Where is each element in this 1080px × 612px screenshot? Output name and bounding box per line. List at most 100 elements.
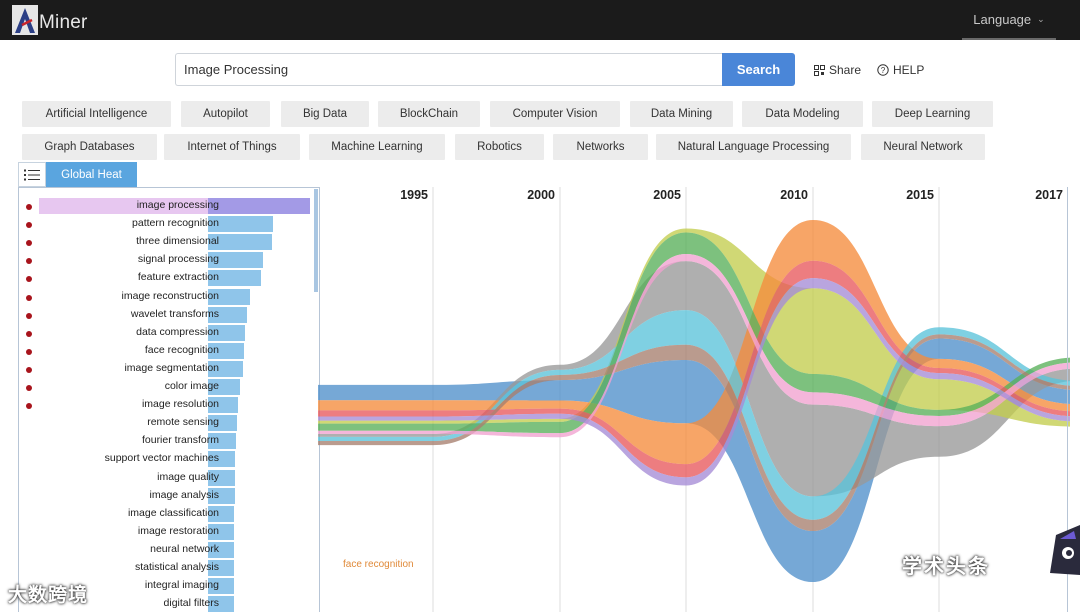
list-view-button[interactable]: [18, 162, 46, 187]
keyword-label: image analysis: [149, 488, 219, 501]
keyword-heat-bar: [208, 216, 274, 233]
aminer-logo-icon: [12, 5, 38, 35]
keyword-heat-bar: [208, 324, 245, 341]
topic-chip-graph-databases[interactable]: Graph Databases: [22, 134, 157, 160]
chart-border: [1067, 187, 1070, 612]
keyword-heat-bar: [208, 306, 247, 323]
share-link[interactable]: Share: [814, 61, 861, 79]
keyword-label: signal processing: [137, 253, 219, 266]
help-link[interactable]: ? HELP: [877, 61, 924, 79]
topic-chip-networks[interactable]: Networks: [553, 134, 648, 160]
topic-chip-data-modeling[interactable]: Data Modeling: [742, 101, 863, 127]
keyword-row[interactable]: pattern recognition: [19, 215, 319, 233]
keyword-label: support vector machines: [104, 452, 219, 465]
keyword-label: data compression: [136, 325, 219, 338]
keyword-row[interactable]: face recognition: [19, 342, 319, 360]
keyword-row[interactable]: image segmentation: [19, 360, 319, 378]
topic-chip-deep-learning[interactable]: Deep Learning: [872, 101, 993, 127]
stream-pattern-recognition[interactable]: [318, 261, 1070, 497]
keyword-label: feature extraction: [137, 271, 219, 284]
keyword-row[interactable]: feature extraction: [19, 269, 319, 287]
topic-chip-blockchain[interactable]: BlockChain: [378, 101, 480, 127]
keyword-row[interactable]: color image: [19, 378, 319, 396]
keyword-row[interactable]: wavelet transforms: [19, 306, 319, 324]
trend-dot-icon: [26, 204, 32, 210]
keyword-label: face recognition: [144, 343, 219, 356]
help-circle-icon: ?: [877, 64, 889, 76]
keyword-row[interactable]: image restoration: [19, 523, 319, 541]
keyword-row[interactable]: remote sensing: [19, 414, 319, 432]
keyword-row[interactable]: image analysis: [19, 487, 319, 505]
trend-dot-icon: [26, 348, 32, 355]
keyword-row[interactable]: statistical analysis: [19, 559, 319, 577]
list-icon: [24, 169, 40, 180]
stream-three-dimensional[interactable]: [318, 228, 1070, 427]
keyword-row[interactable]: support vector machines: [19, 450, 319, 468]
topic-chip-robotics[interactable]: Robotics: [455, 134, 544, 160]
keyword-row[interactable]: signal processing: [19, 251, 319, 269]
stream-annotation-label: face recognition: [343, 559, 414, 570]
keyword-label: wavelet transforms: [130, 307, 219, 320]
search-button[interactable]: Search: [722, 53, 795, 86]
language-label: Language: [973, 11, 1032, 27]
keyword-heat-bar: [208, 523, 234, 540]
keyword-label: image resolution: [141, 398, 219, 411]
keyword-heat-list: image processing pattern recognition three…: [18, 187, 320, 612]
keyword-label: neural network: [150, 542, 219, 555]
keyword-row[interactable]: data compression: [19, 324, 319, 342]
chevron-down-icon: ⌄: [1037, 13, 1045, 24]
year-tick-label: 2010: [780, 188, 808, 202]
topic-chip-artificial-intelligence[interactable]: Artificial Intelligence: [22, 101, 171, 127]
keyword-row[interactable]: image reconstruction: [19, 288, 319, 306]
trend-dot-icon: [26, 366, 32, 373]
keyword-row[interactable]: image classification: [19, 505, 319, 523]
topic-chip-computer-vision[interactable]: Computer Vision: [490, 101, 620, 127]
trend-dot-icon: [26, 312, 32, 319]
trend-dot-icon: [26, 222, 32, 229]
topic-chip-natural-language-processing[interactable]: Natural Language Processing: [656, 134, 851, 160]
brand-name: Miner: [39, 12, 88, 33]
keyword-label: digital filters: [163, 597, 219, 610]
aminer-logo[interactable]: Miner: [12, 4, 88, 36]
topic-chip-big-data[interactable]: Big Data: [281, 101, 369, 127]
keyword-row[interactable]: digital filters: [19, 595, 319, 612]
mascot-sticker-icon: [1050, 525, 1080, 575]
keyword-row[interactable]: image quality: [19, 469, 319, 487]
topic-chip-internet-of-things[interactable]: Internet of Things: [164, 134, 300, 160]
watermark-left: 大数跨境: [8, 585, 89, 606]
panel-scrollbar[interactable]: [314, 189, 318, 292]
keyword-row[interactable]: image processing: [19, 197, 319, 215]
keyword-heat-bar: [208, 451, 235, 468]
year-tick-label: 2005: [653, 188, 681, 202]
help-label: HELP: [893, 63, 925, 77]
keyword-heat-bar: [208, 198, 310, 214]
topic-chip-autopilot[interactable]: Autopilot: [181, 101, 270, 127]
trend-dot-icon: [26, 240, 32, 247]
keyword-heat-bar: [208, 505, 234, 522]
keyword-row[interactable]: fourier transform: [19, 432, 319, 450]
keyword-row[interactable]: neural network: [19, 541, 319, 559]
topic-chip-data-mining[interactable]: Data Mining: [630, 101, 733, 127]
year-tick-label: 2000: [527, 188, 555, 202]
keyword-label: image quality: [157, 470, 219, 483]
keyword-heat-bar: [208, 360, 243, 377]
tab-global-heat[interactable]: Global Heat: [46, 162, 137, 187]
keyword-row[interactable]: integral imaging: [19, 577, 319, 595]
keyword-heat-bar: [208, 379, 240, 395]
keyword-row[interactable]: image resolution: [19, 396, 319, 414]
keyword-label: image segmentation: [124, 361, 219, 374]
keyword-heat-bar: [208, 288, 250, 305]
share-label: Share: [829, 63, 862, 77]
keyword-heat-bar: [208, 270, 262, 287]
stream-wavelet-transforms[interactable]: [318, 260, 1070, 478]
keyword-label: remote sensing: [147, 416, 219, 429]
search-input[interactable]: [175, 53, 723, 86]
trend-dot-icon: [26, 385, 32, 391]
keyword-heat-bar: [208, 596, 234, 612]
topic-chip-neural-network[interactable]: Neural Network: [861, 134, 985, 160]
keyword-heat-bar: [208, 469, 235, 486]
topic-chip-machine-learning[interactable]: Machine Learning: [309, 134, 445, 160]
keyword-row[interactable]: three dimensional: [19, 233, 319, 251]
qr-code-icon: [814, 64, 825, 76]
language-dropdown[interactable]: Language ⌄: [962, 0, 1056, 40]
